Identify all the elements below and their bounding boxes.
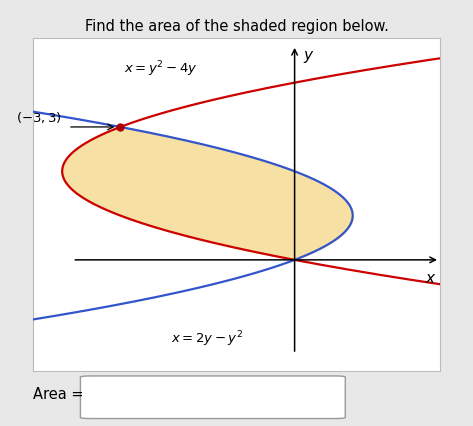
Text: $(-3, 3)$: $(-3, 3)$ <box>16 110 62 125</box>
Text: Find the area of the shaded region below.: Find the area of the shaded region below… <box>85 19 388 34</box>
Text: Area =: Area = <box>33 387 84 402</box>
Text: $x = 2y - y^2$: $x = 2y - y^2$ <box>171 330 244 349</box>
Text: $x$: $x$ <box>425 271 437 286</box>
FancyBboxPatch shape <box>80 376 345 418</box>
Text: $y$: $y$ <box>303 49 315 66</box>
Text: $x = y^2 - 4y$: $x = y^2 - 4y$ <box>124 60 198 79</box>
